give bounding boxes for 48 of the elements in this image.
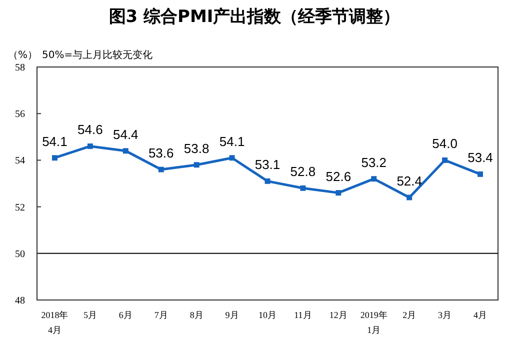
point [87, 143, 93, 149]
point [371, 176, 377, 182]
y-tick-label: 52 [15, 202, 25, 214]
x-tick-label: 11月 [294, 310, 312, 320]
x-tick-label: 2019年 1月 [360, 310, 388, 335]
x-tick-label: 3月 [438, 310, 452, 320]
x-tick-label: 9月 [225, 310, 239, 320]
point [194, 162, 200, 168]
y-tick-label: 58 [15, 62, 25, 74]
point [52, 155, 58, 161]
point [336, 190, 342, 196]
data-label: 54.0 [432, 136, 458, 152]
x-tick-label: 7月 [154, 310, 168, 320]
y-tick-label: 54 [15, 156, 25, 167]
y-tick-label: 56 [15, 109, 25, 120]
point [122, 148, 128, 154]
x-tick-label: 12月 [329, 310, 348, 320]
data-label: 54.6 [78, 122, 103, 138]
x-tick-label: 8月 [190, 310, 204, 320]
data-label: 54.1 [42, 134, 68, 149]
chart-title: 图3 综合PMI产出指数（经季节调整） [108, 7, 400, 27]
point [406, 194, 412, 200]
data-label: 52.6 [326, 168, 352, 184]
data-label: 53.2 [361, 154, 387, 170]
x-tick-label: 2018年 4月 [41, 310, 68, 335]
point [478, 171, 484, 177]
data-label: 52.4 [396, 173, 422, 188]
x-tick-label: 4月 [474, 310, 488, 320]
y-tick-label: 48 [15, 296, 25, 306]
y-tick-label: 50 [15, 248, 25, 260]
data-label: 52.8 [290, 164, 316, 180]
point [442, 157, 448, 163]
point [300, 185, 306, 191]
text: 50%=与上月比较无变化 [42, 49, 153, 61]
data-label: 54.4 [113, 126, 138, 142]
data-label: 53.6 [148, 146, 174, 161]
point [158, 166, 164, 172]
x-tick-label: 6月 [118, 310, 132, 320]
x-tick-label: 10月 [258, 310, 276, 320]
x-tick-label: 5月 [83, 310, 97, 320]
data-label: 54.1 [219, 134, 245, 149]
data-label: 53.8 [184, 140, 210, 156]
data-label: 53.1 [254, 157, 280, 172]
point [264, 178, 270, 184]
point [229, 155, 235, 161]
y-axis-title: （%） [8, 50, 38, 61]
x-tick-label: 2月 [402, 310, 416, 320]
data-label: 53.4 [468, 150, 493, 166]
